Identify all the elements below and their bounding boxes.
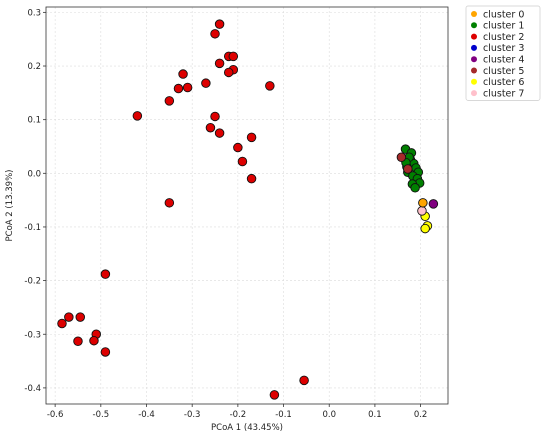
x-tick-label: -0.5 <box>93 410 110 420</box>
data-point-cluster-2 <box>73 336 83 346</box>
data-point-cluster-2 <box>237 156 248 167</box>
x-axis-title: PCoA 1 (43.45%) <box>211 423 283 433</box>
data-point-cluster-2 <box>210 29 220 39</box>
data-point-cluster-2 <box>214 128 225 138</box>
data-point-cluster-2 <box>214 19 225 29</box>
data-point-cluster-2 <box>178 69 188 79</box>
data-point-cluster-2 <box>246 173 257 184</box>
legend-label: cluster 7 <box>483 88 524 99</box>
data-point-cluster-2 <box>269 390 280 400</box>
legend-box <box>465 5 541 101</box>
data-points <box>57 19 439 400</box>
data-point-cluster-2 <box>75 312 86 322</box>
legend-label: cluster 0 <box>483 9 524 20</box>
x-tick-label: -0.1 <box>275 410 292 420</box>
data-point-cluster-2 <box>201 78 211 88</box>
data-point-cluster-2 <box>299 375 309 386</box>
y-tick-label: -0.2 <box>24 277 41 287</box>
data-point-cluster-2 <box>64 312 74 322</box>
data-point-cluster-2 <box>173 83 184 94</box>
data-point-cluster-1 <box>410 183 420 193</box>
y-axis-title: PCoA 2 (13.39%) <box>5 170 15 242</box>
legend-label: cluster 3 <box>483 43 524 54</box>
data-point-cluster-4 <box>428 199 439 209</box>
legend-label: cluster 4 <box>483 55 524 66</box>
x-tick-label: -0.4 <box>138 410 155 420</box>
data-point-cluster-2 <box>228 51 239 62</box>
data-point-cluster-2 <box>246 132 257 143</box>
data-point-cluster-0 <box>418 198 428 208</box>
y-tick-label: 0.0 <box>27 169 41 179</box>
data-point-cluster-2 <box>233 142 243 153</box>
data-point-cluster-2 <box>164 96 175 106</box>
data-point-cluster-5 <box>403 164 413 174</box>
x-tick-label: 0.1 <box>368 410 382 420</box>
y-tick-label: 0.2 <box>27 62 41 72</box>
legend-label: cluster 1 <box>483 21 524 32</box>
x-tick-label: -0.2 <box>230 410 247 420</box>
data-point-cluster-2 <box>214 58 225 69</box>
data-point-cluster-2 <box>265 81 275 91</box>
x-tick-label: -0.6 <box>47 410 64 420</box>
legend-marker <box>471 33 477 40</box>
y-tick-label: 0.1 <box>27 116 41 126</box>
data-point-cluster-2 <box>100 347 111 357</box>
legend-marker <box>471 44 477 51</box>
grid-lines <box>46 7 448 404</box>
y-tick-label: 0.3 <box>27 8 41 18</box>
plot-area-frame <box>45 6 449 405</box>
data-point-cluster-2 <box>210 111 220 122</box>
legend-label: cluster 2 <box>483 32 524 43</box>
legend-label: cluster 6 <box>483 77 524 88</box>
legend-marker <box>471 56 477 63</box>
data-point-cluster-2 <box>57 318 67 329</box>
x-tick-label: 0.2 <box>414 410 428 420</box>
legend-label: cluster 5 <box>483 66 524 77</box>
legend-marker <box>471 78 477 85</box>
legend-marker <box>471 90 477 97</box>
legend-marker <box>471 22 477 29</box>
x-tick-label: 0.0 <box>322 410 336 420</box>
data-point-cluster-2 <box>100 269 111 279</box>
axis-ticks: -0.6 -0.5 -0.4 -0.3 -0.2 -0.1 0.0 0.1 0.2 -0.4 -0.… <box>24 8 427 420</box>
legend-marker <box>471 11 477 17</box>
data-point-cluster-2 <box>132 111 143 121</box>
data-point-cluster-2 <box>164 198 175 208</box>
x-tick-label: -0.3 <box>184 410 201 420</box>
data-point-cluster-5 <box>396 152 407 162</box>
y-tick-label: -0.3 <box>24 330 41 340</box>
data-point-cluster-7 <box>417 206 427 216</box>
y-tick-label: -0.1 <box>24 223 41 233</box>
data-point-cluster-6 <box>420 223 430 234</box>
data-point-cluster-2 <box>182 82 193 93</box>
data-point-cluster-2 <box>205 122 216 133</box>
legend-marker <box>471 67 477 74</box>
y-tick-label: -0.4 <box>24 384 41 394</box>
data-point-cluster-2 <box>223 67 234 78</box>
data-point-cluster-2 <box>89 335 99 346</box>
